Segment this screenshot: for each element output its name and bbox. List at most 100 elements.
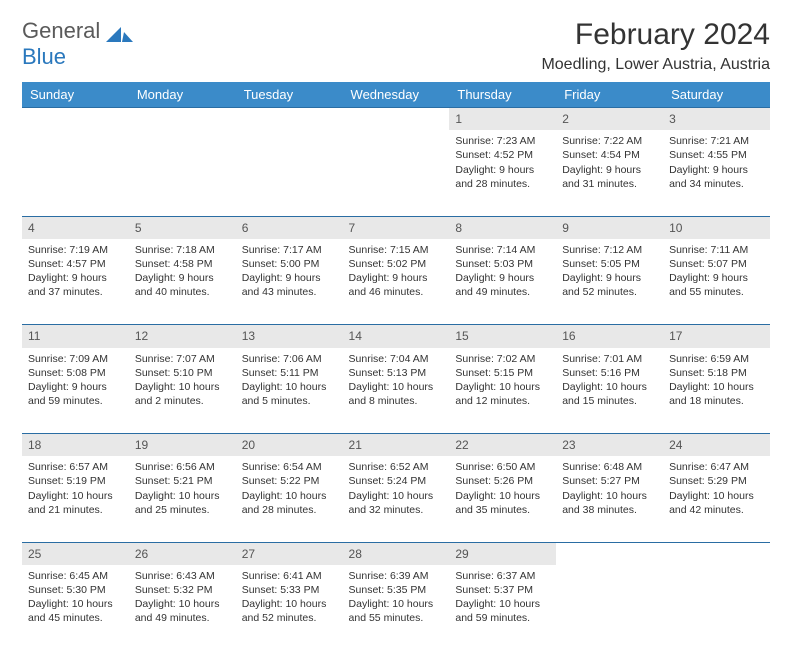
day-number-cell <box>236 108 343 131</box>
brand-part1: General <box>22 18 100 44</box>
daylight-text: Daylight: 9 hours <box>562 271 657 285</box>
daylight-text: Daylight: 10 hours <box>455 597 550 611</box>
sunrise-text: Sunrise: 6:56 AM <box>135 460 230 474</box>
sunrise-text: Sunrise: 6:37 AM <box>455 569 550 583</box>
daylight-text: Daylight: 10 hours <box>455 380 550 394</box>
calendar-day-cell: Sunrise: 7:09 AMSunset: 5:08 PMDaylight:… <box>22 348 129 434</box>
daylight-text: and 35 minutes. <box>455 503 550 517</box>
sunrise-text: Sunrise: 6:39 AM <box>349 569 444 583</box>
calendar-day-cell: Sunrise: 6:39 AMSunset: 5:35 PMDaylight:… <box>343 565 450 651</box>
sunset-text: Sunset: 5:24 PM <box>349 474 444 488</box>
weekday-header: Wednesday <box>343 82 450 108</box>
calendar-day-cell: Sunrise: 6:57 AMSunset: 5:19 PMDaylight:… <box>22 456 129 542</box>
sunset-text: Sunset: 5:37 PM <box>455 583 550 597</box>
calendar-day-cell: Sunrise: 6:37 AMSunset: 5:37 PMDaylight:… <box>449 565 556 651</box>
daylight-text: Daylight: 10 hours <box>669 380 764 394</box>
daylight-text: and 49 minutes. <box>455 285 550 299</box>
sunset-text: Sunset: 5:10 PM <box>135 366 230 380</box>
weekday-header-row: SundayMondayTuesdayWednesdayThursdayFrid… <box>22 82 770 108</box>
daylight-text: Daylight: 10 hours <box>455 489 550 503</box>
sunrise-text: Sunrise: 7:23 AM <box>455 134 550 148</box>
calendar-day-cell: Sunrise: 7:02 AMSunset: 5:15 PMDaylight:… <box>449 348 556 434</box>
calendar-day-cell <box>556 565 663 651</box>
daylight-text: Daylight: 10 hours <box>242 489 337 503</box>
sunset-text: Sunset: 5:11 PM <box>242 366 337 380</box>
daylight-text: Daylight: 9 hours <box>28 380 123 394</box>
brand-part2: Blue <box>22 44 100 70</box>
day-number-row: 18192021222324 <box>22 434 770 457</box>
sunset-text: Sunset: 5:33 PM <box>242 583 337 597</box>
daylight-text: and 49 minutes. <box>135 611 230 625</box>
sunrise-text: Sunrise: 7:21 AM <box>669 134 764 148</box>
sunset-text: Sunset: 5:27 PM <box>562 474 657 488</box>
sunset-text: Sunset: 5:07 PM <box>669 257 764 271</box>
sunrise-text: Sunrise: 6:57 AM <box>28 460 123 474</box>
sunset-text: Sunset: 5:13 PM <box>349 366 444 380</box>
daylight-text: Daylight: 9 hours <box>135 271 230 285</box>
sunset-text: Sunset: 4:57 PM <box>28 257 123 271</box>
daylight-text: Daylight: 10 hours <box>669 489 764 503</box>
calendar-week-row: Sunrise: 7:09 AMSunset: 5:08 PMDaylight:… <box>22 348 770 434</box>
daylight-text: and 59 minutes. <box>455 611 550 625</box>
daylight-text: and 34 minutes. <box>669 177 764 191</box>
calendar-day-cell: Sunrise: 6:54 AMSunset: 5:22 PMDaylight:… <box>236 456 343 542</box>
day-number-cell: 17 <box>663 325 770 348</box>
calendar-day-cell: Sunrise: 6:47 AMSunset: 5:29 PMDaylight:… <box>663 456 770 542</box>
daylight-text: Daylight: 9 hours <box>242 271 337 285</box>
day-number-cell: 12 <box>129 325 236 348</box>
sunrise-text: Sunrise: 6:59 AM <box>669 352 764 366</box>
sunrise-text: Sunrise: 7:22 AM <box>562 134 657 148</box>
sunrise-text: Sunrise: 7:07 AM <box>135 352 230 366</box>
day-number-cell: 18 <box>22 434 129 457</box>
daylight-text: and 18 minutes. <box>669 394 764 408</box>
calendar-day-cell: Sunrise: 6:50 AMSunset: 5:26 PMDaylight:… <box>449 456 556 542</box>
calendar-day-cell: Sunrise: 7:15 AMSunset: 5:02 PMDaylight:… <box>343 239 450 325</box>
calendar-day-cell: Sunrise: 6:59 AMSunset: 5:18 PMDaylight:… <box>663 348 770 434</box>
day-number-cell: 19 <box>129 434 236 457</box>
sunset-text: Sunset: 4:55 PM <box>669 148 764 162</box>
weekday-header: Monday <box>129 82 236 108</box>
day-number-row: 11121314151617 <box>22 325 770 348</box>
daylight-text: and 12 minutes. <box>455 394 550 408</box>
daylight-text: Daylight: 10 hours <box>349 489 444 503</box>
sunset-text: Sunset: 5:19 PM <box>28 474 123 488</box>
sunset-text: Sunset: 5:05 PM <box>562 257 657 271</box>
daylight-text: Daylight: 10 hours <box>562 489 657 503</box>
day-number-cell <box>663 542 770 565</box>
calendar-week-row: Sunrise: 7:23 AMSunset: 4:52 PMDaylight:… <box>22 130 770 216</box>
day-number-cell: 29 <box>449 542 556 565</box>
daylight-text: and 31 minutes. <box>562 177 657 191</box>
day-number-cell <box>22 108 129 131</box>
calendar-day-cell: Sunrise: 7:22 AMSunset: 4:54 PMDaylight:… <box>556 130 663 216</box>
sunrise-text: Sunrise: 7:19 AM <box>28 243 123 257</box>
daylight-text: and 40 minutes. <box>135 285 230 299</box>
day-number-cell: 8 <box>449 216 556 239</box>
day-number-cell: 15 <box>449 325 556 348</box>
sunrise-text: Sunrise: 6:52 AM <box>349 460 444 474</box>
day-number-cell: 10 <box>663 216 770 239</box>
day-number-cell: 24 <box>663 434 770 457</box>
sunset-text: Sunset: 5:35 PM <box>349 583 444 597</box>
sunrise-text: Sunrise: 7:04 AM <box>349 352 444 366</box>
daylight-text: Daylight: 9 hours <box>669 163 764 177</box>
sunset-text: Sunset: 5:18 PM <box>669 366 764 380</box>
daylight-text: and 52 minutes. <box>242 611 337 625</box>
calendar-week-row: Sunrise: 7:19 AMSunset: 4:57 PM Daylight:… <box>22 239 770 325</box>
daylight-text: Daylight: 10 hours <box>562 380 657 394</box>
calendar-day-cell: Sunrise: 7:04 AMSunset: 5:13 PMDaylight:… <box>343 348 450 434</box>
calendar-day-cell: Sunrise: 7:18 AMSunset: 4:58 PMDaylight:… <box>129 239 236 325</box>
daylight-text: Daylight: 9 hours <box>455 163 550 177</box>
day-number-cell: 23 <box>556 434 663 457</box>
daylight-text: Daylight: 10 hours <box>135 597 230 611</box>
daylight-text: and 52 minutes. <box>562 285 657 299</box>
calendar-day-cell <box>129 130 236 216</box>
day-number-cell <box>343 108 450 131</box>
daylight-text: and 5 minutes. <box>242 394 337 408</box>
day-number-cell: 13 <box>236 325 343 348</box>
brand-logo: GeneralBlue <box>22 18 134 70</box>
daylight-text: Daylight: 10 hours <box>28 489 123 503</box>
day-number-cell: 25 <box>22 542 129 565</box>
location-text: Moedling, Lower Austria, Austria <box>541 56 770 74</box>
sunset-text: Sunset: 5:08 PM <box>28 366 123 380</box>
sunrise-text: Sunrise: 7:02 AM <box>455 352 550 366</box>
